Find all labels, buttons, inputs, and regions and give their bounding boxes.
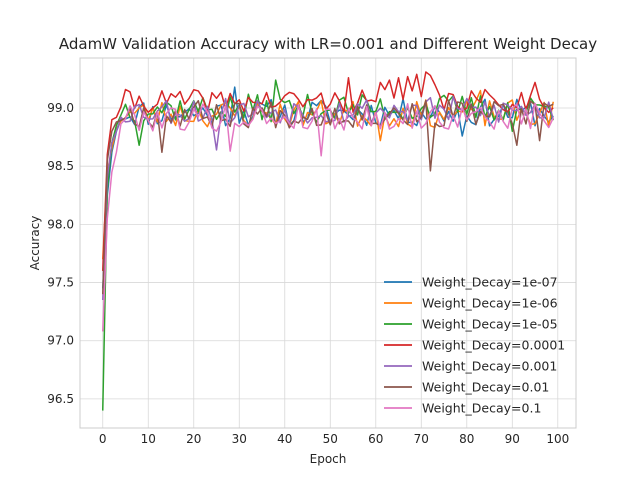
y-tick-label: 98.5 — [47, 159, 74, 173]
series-line-4 — [102, 95, 554, 301]
x-axis-label: Epoch — [310, 452, 347, 466]
x-tick-label: 60 — [368, 432, 383, 446]
x-tick-label: 90 — [505, 432, 520, 446]
x-tick-label: 100 — [546, 432, 569, 446]
legend-entry: Weight_Decay=1e-05 — [422, 317, 558, 332]
y-tick-label: 98.0 — [47, 217, 74, 231]
x-tick-label: 80 — [459, 432, 474, 446]
x-tick-label: 10 — [141, 432, 156, 446]
x-tick-label: 40 — [277, 432, 292, 446]
y-tick-label: 97.0 — [47, 334, 74, 348]
plot-frame — [79, 57, 577, 429]
y-tick-label: 96.5 — [47, 392, 74, 406]
x-tick-label: 70 — [414, 432, 429, 446]
tick-labels: 0 10 20 30 40 50 60 70 80 90 100 96.5 97.0 97.5 98.0 98… — [47, 101, 569, 446]
legend-entry: Weight_Decay=0.1 — [422, 401, 541, 416]
legend-entry: Weight_Decay=0.01 — [422, 380, 549, 395]
y-axis-label: Accuracy — [28, 216, 42, 271]
y-tick-label: 99.0 — [47, 101, 74, 115]
x-tick-label: 50 — [323, 432, 338, 446]
legend-entry: Weight_Decay=1e-06 — [422, 296, 558, 311]
legend-entry: Weight_Decay=0.0001 — [422, 338, 565, 353]
x-tick-label: 0 — [99, 432, 107, 446]
y-tick-label: 97.5 — [47, 276, 74, 290]
series-lines — [102, 71, 554, 411]
legend: Weight_Decay=1e-07 Weight_Decay=1e-06 Weig… — [384, 275, 565, 416]
x-tick-label: 30 — [232, 432, 247, 446]
legend-entry: Weight_Decay=0.001 — [422, 359, 557, 374]
series-line-6 — [102, 102, 554, 332]
series-line-2 — [102, 79, 554, 411]
legend-entry: Weight_Decay=1e-07 — [422, 275, 558, 290]
chart-title: AdamW Validation Accuracy with LR=0.001 … — [59, 35, 597, 53]
x-tick-label: 20 — [186, 432, 201, 446]
series-line-3 — [102, 71, 554, 271]
